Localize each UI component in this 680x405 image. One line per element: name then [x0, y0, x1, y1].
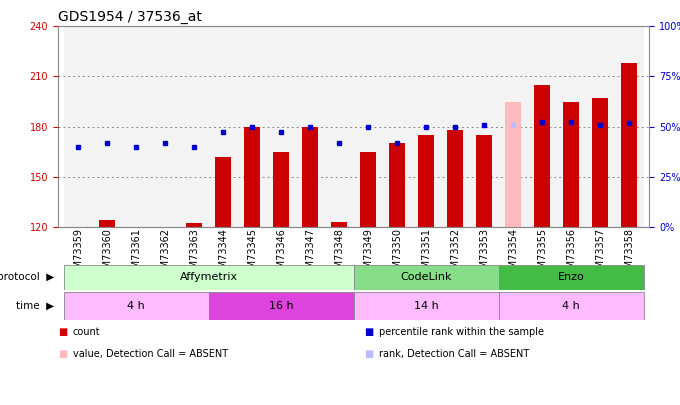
Text: Enzo: Enzo [558, 273, 585, 282]
Text: protocol  ▶: protocol ▶ [0, 273, 54, 282]
Text: ■: ■ [364, 327, 373, 337]
Bar [498, 292, 643, 320]
Text: time  ▶: time ▶ [16, 301, 54, 311]
Bar [302, 126, 318, 227]
Text: ■: ■ [58, 350, 67, 359]
Bar [331, 222, 347, 227]
Text: CodeLink: CodeLink [401, 273, 452, 282]
Bar [411, 26, 441, 227]
Text: Affymetrix: Affymetrix [180, 273, 238, 282]
Bar [296, 26, 324, 227]
Text: GDS1954 / 37536_at: GDS1954 / 37536_at [58, 10, 202, 24]
Bar [354, 265, 498, 290]
Bar [498, 26, 528, 227]
Bar [528, 26, 557, 227]
Bar [585, 26, 615, 227]
Text: percentile rank within the sample: percentile rank within the sample [379, 327, 544, 337]
Text: count: count [73, 327, 101, 337]
Bar [592, 98, 608, 227]
Bar [244, 126, 260, 227]
Bar [122, 26, 150, 227]
Bar [64, 26, 92, 227]
Bar [150, 26, 180, 227]
Bar [64, 265, 354, 290]
Bar [476, 135, 492, 227]
Bar [354, 292, 498, 320]
Bar [441, 26, 470, 227]
Bar [180, 26, 209, 227]
Bar [237, 26, 267, 227]
Bar [267, 26, 296, 227]
Bar [418, 135, 434, 227]
Bar [470, 26, 498, 227]
Bar [615, 26, 643, 227]
Bar [186, 224, 202, 227]
Text: 4 h: 4 h [562, 301, 580, 311]
Bar [360, 151, 376, 227]
Text: rank, Detection Call = ABSENT: rank, Detection Call = ABSENT [379, 350, 529, 359]
Bar [563, 102, 579, 227]
Bar [215, 157, 231, 227]
Bar [273, 151, 289, 227]
Bar [557, 26, 585, 227]
Text: 14 h: 14 h [413, 301, 439, 311]
Bar [354, 26, 383, 227]
Bar [534, 85, 550, 227]
Bar [324, 26, 354, 227]
Bar [209, 26, 237, 227]
Bar [209, 292, 354, 320]
Bar [383, 26, 411, 227]
Text: value, Detection Call = ABSENT: value, Detection Call = ABSENT [73, 350, 228, 359]
Bar [389, 143, 405, 227]
Text: ■: ■ [364, 350, 373, 359]
Bar [99, 220, 115, 227]
Bar [505, 102, 521, 227]
Text: ■: ■ [58, 327, 67, 337]
Text: 4 h: 4 h [127, 301, 145, 311]
Bar [447, 130, 463, 227]
Bar [64, 292, 209, 320]
Bar [498, 265, 643, 290]
Bar [621, 63, 637, 227]
Text: 16 h: 16 h [269, 301, 293, 311]
Bar [92, 26, 122, 227]
